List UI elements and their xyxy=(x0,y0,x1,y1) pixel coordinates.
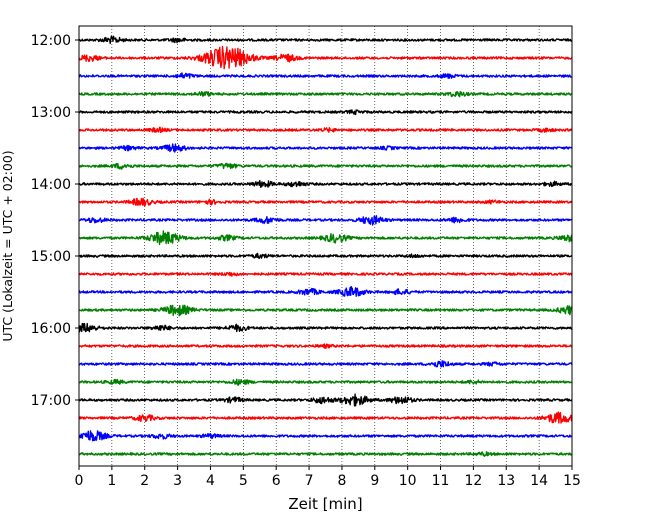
x-tick-label-10: 10 xyxy=(399,473,417,489)
x-tick-label-5: 5 xyxy=(239,473,248,489)
x-tick-label-6: 6 xyxy=(272,473,281,489)
x-tick-label-3: 3 xyxy=(173,473,182,489)
trace-1715 xyxy=(78,411,573,424)
trace-1415 xyxy=(78,197,573,207)
y-tick-label-3: 15:00 xyxy=(31,249,71,265)
trace-1445 xyxy=(78,230,573,246)
x-tick-label-13: 13 xyxy=(497,473,515,489)
trace-1300 xyxy=(78,109,573,116)
x-tick-label-2: 2 xyxy=(140,473,149,489)
x-tick-label-11: 11 xyxy=(432,473,450,489)
y-tick-label-2: 14:00 xyxy=(31,177,71,193)
x-tick-label-9: 9 xyxy=(370,473,379,489)
trace-1400 xyxy=(78,179,573,189)
trace-1600 xyxy=(78,322,573,333)
trace-1430 xyxy=(78,215,573,226)
trace-1615 xyxy=(78,343,573,349)
y-tick-label-1: 13:00 xyxy=(31,105,71,121)
x-tick-label-0: 0 xyxy=(75,473,84,489)
trace-1230 xyxy=(78,72,573,79)
trace-1745 xyxy=(78,451,573,457)
y-tick-label-0: 12:00 xyxy=(31,33,71,49)
x-tick-label-8: 8 xyxy=(337,473,346,489)
trace-1330 xyxy=(78,143,573,153)
trace-1215 xyxy=(78,45,573,70)
trace-1730 xyxy=(78,430,573,442)
x-tick-label-15: 15 xyxy=(563,473,581,489)
x-tick-label-7: 7 xyxy=(305,473,314,489)
trace-1345 xyxy=(78,162,573,170)
y-tick-label-4: 16:00 xyxy=(31,321,71,337)
trace-1630 xyxy=(78,360,573,368)
trace-1645 xyxy=(78,378,573,386)
trace-1545 xyxy=(78,304,573,317)
trace-1515 xyxy=(78,271,573,277)
trace-1245 xyxy=(78,90,573,98)
plot-frame xyxy=(78,25,573,467)
trace-1500 xyxy=(78,252,573,260)
x-tick-label-1: 1 xyxy=(107,473,116,489)
seismic-traces xyxy=(78,35,573,457)
trace-1200 xyxy=(78,35,573,45)
trace-1700 xyxy=(78,393,573,407)
x-tick-label-4: 4 xyxy=(206,473,215,489)
trace-1530 xyxy=(78,285,573,297)
y-axis-label: UTC (Lokalzeit = UTC + 02:00) xyxy=(0,150,15,341)
y-tick-label-5: 17:00 xyxy=(31,393,71,409)
x-axis-label: Zeit [min] xyxy=(288,495,362,513)
trace-1315 xyxy=(78,126,573,134)
x-tick-label-12: 12 xyxy=(464,473,482,489)
x-tick-label-14: 14 xyxy=(530,473,548,489)
y-axis-ticks: 12:00 13:00 14:00 15:00 16:00 17:00 xyxy=(31,33,79,409)
x-axis-ticks: 0 1 2 3 4 5 6 7 8 9 10 11 12 13 14 15 xyxy=(75,466,581,489)
